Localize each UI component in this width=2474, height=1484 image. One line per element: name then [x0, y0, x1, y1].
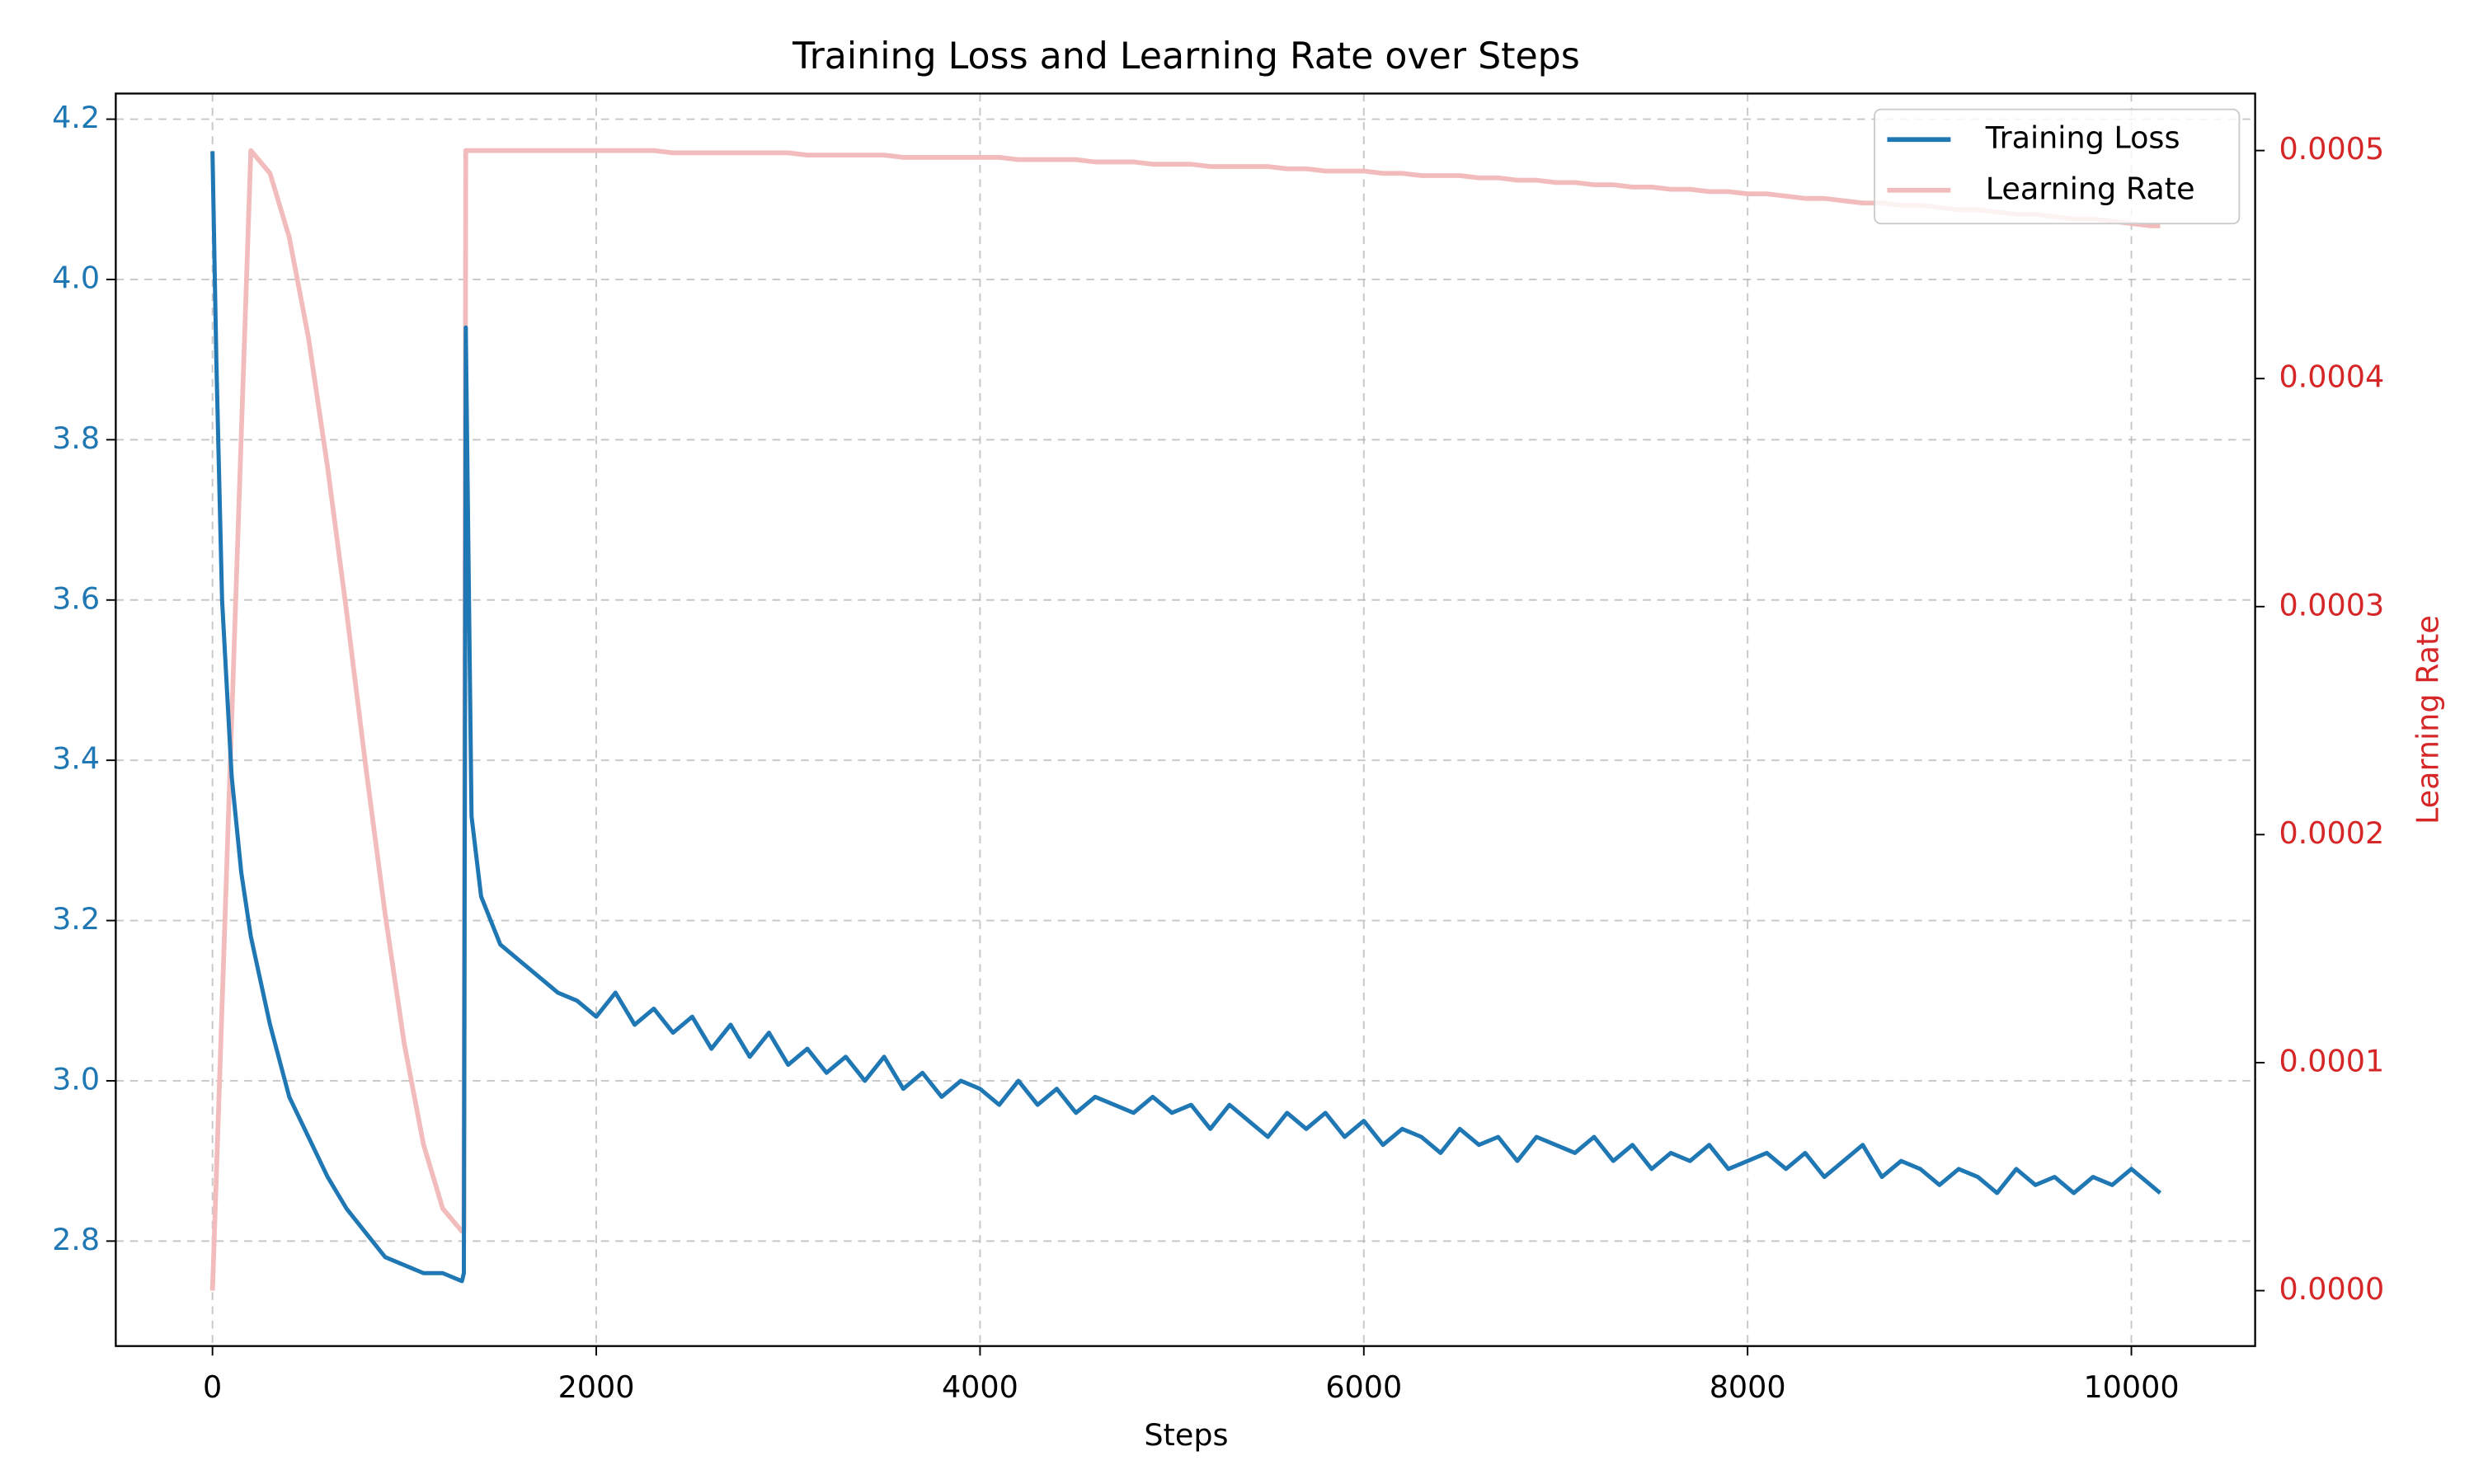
line-series — [209, 148, 2161, 1291]
legend-box — [1874, 108, 2241, 225]
y-tick-label: 4.2 — [52, 100, 100, 135]
y-tick-label: 3.0 — [52, 1061, 100, 1097]
x-tick-label: 0 — [203, 1369, 222, 1405]
x-tick-label: 6000 — [1325, 1369, 1402, 1405]
y2-axis-label: Learning Rate — [2411, 615, 2446, 824]
x-tick-label: 4000 — [942, 1369, 1018, 1405]
y2-tick-label: 0.0005 — [2279, 131, 2384, 167]
x-axis-label: Steps — [1144, 1417, 1228, 1453]
y2-tick-label: 0.0003 — [2279, 587, 2384, 622]
x-tick-label: 10000 — [2083, 1369, 2179, 1405]
line-series — [210, 151, 2162, 1284]
x-tick-label: 8000 — [1710, 1369, 1786, 1405]
y2-tick-label: 0.0001 — [2279, 1043, 2384, 1078]
y-tick-label: 3.8 — [52, 420, 100, 456]
y-tick-label: 2.8 — [52, 1222, 100, 1257]
x-tick-label: 2000 — [558, 1369, 635, 1405]
y2-tick-label: 0.0002 — [2279, 815, 2384, 851]
y-tick-label: 3.4 — [52, 741, 100, 777]
y2-tick-label: 0.0004 — [2279, 359, 2384, 395]
chart-title: Training Loss and Learning Rate over Ste… — [792, 35, 1580, 77]
plot-frame — [115, 92, 2256, 1347]
y2-tick-label: 0.0000 — [2279, 1271, 2384, 1307]
legend-label: Learning Rate — [1986, 171, 2195, 206]
y-tick-label: 4.0 — [52, 260, 100, 295]
y-tick-label: 3.2 — [52, 901, 100, 937]
legend-label: Training Loss — [1985, 120, 2180, 156]
y-tick-label: 3.6 — [52, 580, 100, 616]
